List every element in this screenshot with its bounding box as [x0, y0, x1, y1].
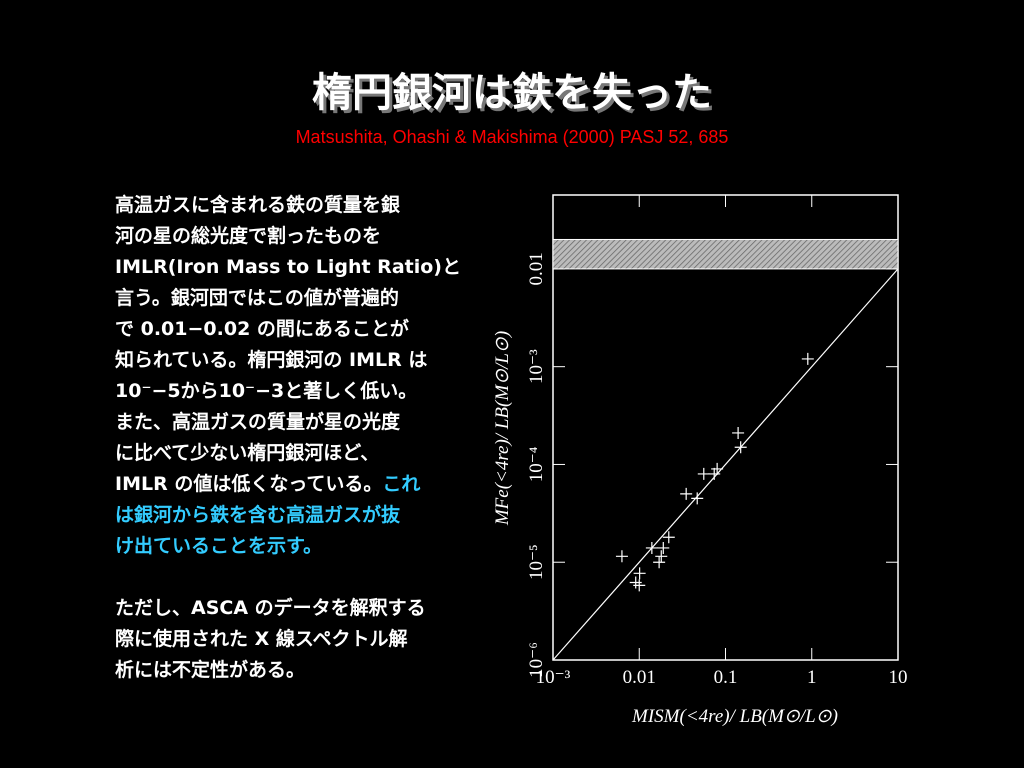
- data-point: [711, 462, 724, 475]
- text-line: 知られている。楕円銀河の IMLR は: [115, 345, 485, 376]
- data-point: [633, 579, 646, 592]
- y-tick-label: 10⁻⁶: [526, 642, 547, 678]
- text-segment: 際に使用された X 線スペクトル解: [115, 628, 408, 650]
- x-tick-label: 10: [889, 667, 908, 688]
- slide-title: 楕円銀河は鉄を失った: [312, 70, 712, 116]
- text-segment: 河の星の総光度で割ったものを: [115, 225, 382, 247]
- text-line: 高温ガスに含まれる鉄の質量を銀: [115, 190, 485, 221]
- x-tick-label: 0.1: [714, 667, 738, 688]
- text-segment: 言う。銀河団ではこの値が普遍的: [115, 287, 399, 309]
- data-point: [645, 541, 658, 554]
- x-tick-label: 10⁻³: [536, 667, 571, 688]
- text-line: ただし、ASCA のデータを解釈する: [115, 593, 485, 624]
- y-tick-label: 10⁻⁵: [526, 544, 547, 580]
- text-line: また、高温ガスの質量が星の光度: [115, 407, 485, 438]
- text-line: 言う。銀河団ではこの値が普遍的: [115, 283, 485, 314]
- text-segment: 析には不定性がある。: [115, 659, 306, 681]
- data-point: [657, 541, 670, 554]
- text-line: 10⁻−5から10⁻−3と著しく低い。: [115, 376, 485, 407]
- text-line: は銀河から鉄を含む高温ガスが抜: [115, 500, 485, 531]
- x-tick-label: 1: [807, 667, 817, 688]
- text-line: 析には不定性がある。: [115, 655, 485, 686]
- y-tick-label: 0.01: [526, 252, 547, 285]
- data-point: [734, 441, 747, 454]
- data-point: [708, 467, 721, 480]
- highlight-text: け出ていることを示す。: [115, 535, 323, 557]
- y-tick-label: 10⁻⁴: [526, 446, 547, 482]
- y-tick-label: 10⁻³: [526, 349, 547, 384]
- text-segment: ただし、ASCA のデータを解釈する: [115, 597, 426, 619]
- data-point: [697, 467, 710, 480]
- data-point: [662, 531, 675, 544]
- data-point: [691, 492, 704, 505]
- reference-line: [552, 268, 899, 661]
- data-point: [732, 426, 745, 439]
- x-axis-label: MISM(<4re)/ LB(M⊙/L⊙): [631, 706, 838, 727]
- text-segment: IMLR(Iron Mass to Light Ratio)と: [115, 256, 461, 278]
- text-segment: 10⁻−5から10⁻−3と著しく低い。: [115, 380, 418, 402]
- data-point: [653, 556, 666, 569]
- y-axis-label: MFe(<4re)/ LB(M⊙/L⊙): [492, 331, 513, 526]
- text-line: 際に使用された X 線スペクトル解: [115, 624, 485, 655]
- data-point: [615, 550, 628, 563]
- x-tick-label: 0.01: [623, 667, 656, 688]
- citation: Matsushita, Ohashi & Makishima (2000) PA…: [295, 127, 729, 147]
- highlight-text: は銀河から鉄を含む高温ガスが抜: [115, 504, 401, 526]
- data-point: [655, 550, 668, 563]
- text-segment: 知られている。楕円銀河の IMLR は: [115, 349, 428, 371]
- text-segment: で 0.01−0.02 の間にあることが: [115, 318, 409, 340]
- data-point: [680, 487, 693, 500]
- text-line: に比べて少ない楕円銀河ほど、: [115, 438, 485, 469]
- text-line: で 0.01−0.02 の間にあることが: [115, 314, 485, 345]
- text-line: IMLR の値は低くなっている。これ: [115, 469, 485, 500]
- text-segment: に比べて少ない楕円銀河ほど、: [115, 442, 380, 464]
- text-segment: また、高温ガスの質量が星の光度: [115, 411, 401, 433]
- text-line: 河の星の総光度で割ったものを: [115, 221, 485, 252]
- data-point: [801, 352, 814, 365]
- data-point: [633, 567, 646, 580]
- body-text: 高温ガスに含まれる鉄の質量を銀 河の星の総光度で割ったものを IMLR(Iron M…: [115, 190, 485, 686]
- text-segment: 高温ガスに含まれる鉄の質量を銀: [115, 194, 401, 216]
- text-line: け出ていることを示す。: [115, 531, 485, 562]
- highlight-text: これ: [382, 473, 421, 495]
- text-segment: IMLR の値は低くなっている。: [115, 473, 383, 495]
- text-line: IMLR(Iron Mass to Light Ratio)と: [115, 252, 485, 283]
- band: [552, 238, 899, 270]
